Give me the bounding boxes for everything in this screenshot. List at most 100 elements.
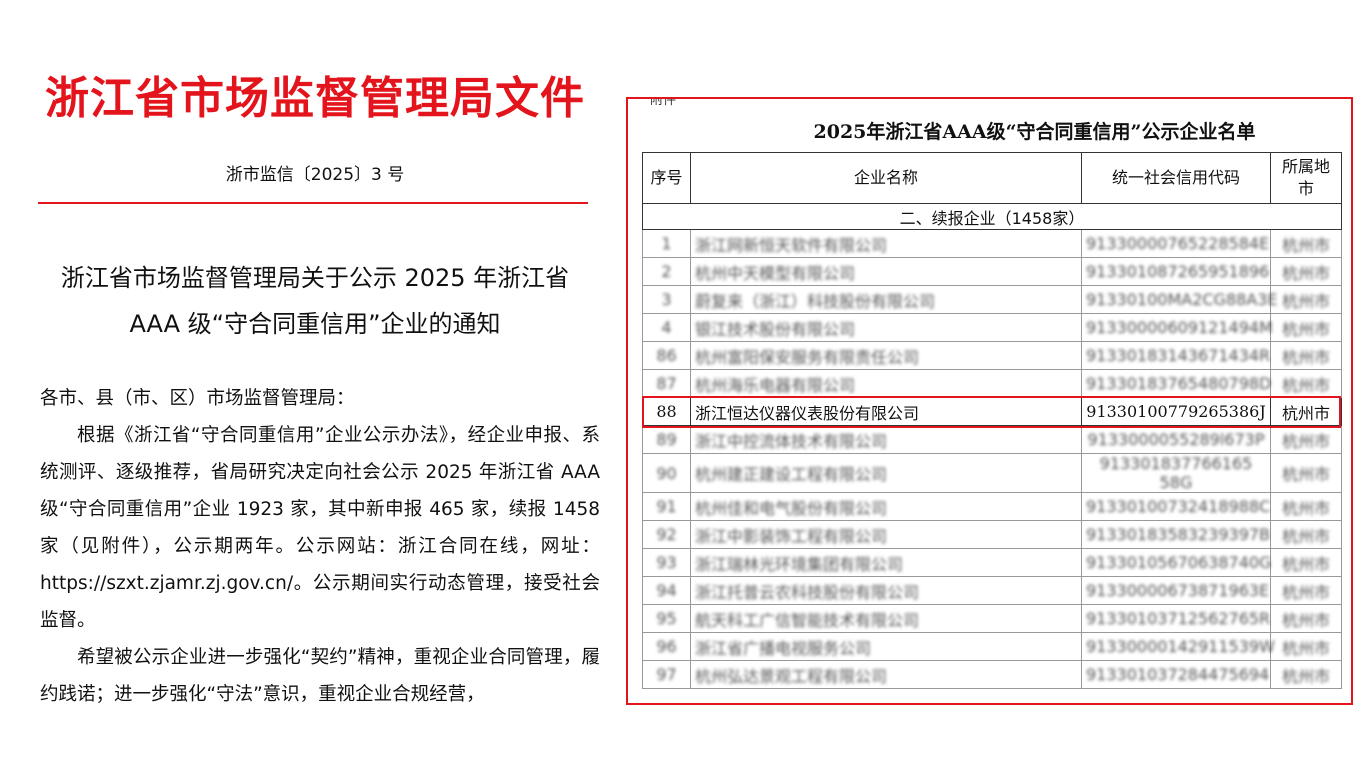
- credit-code-cell: 91330100779265386J: [1081, 397, 1271, 426]
- row-number: 96: [656, 637, 677, 656]
- table-row: 4 银江技术股份有限公司 91330000609121494M 杭州市: [642, 313, 1342, 342]
- row-number: 4: [661, 318, 672, 337]
- credit-code-cell: 913301837766165 58G: [1081, 453, 1271, 493]
- row-number-cell: 93: [642, 548, 691, 577]
- company-name-cell: 浙江恒达仪器仪表股份有限公司: [690, 397, 1082, 426]
- row-number-cell: 94: [642, 576, 691, 605]
- city-cell: 杭州市: [1270, 369, 1342, 398]
- company-name: 杭州海乐电器有限公司: [695, 375, 856, 395]
- table-row: 1 浙江网新恒天软件有限公司 91330000765228584E 杭州市: [642, 229, 1342, 258]
- city-cell: 杭州市: [1270, 632, 1342, 661]
- row-number: 93: [656, 553, 677, 572]
- city-cell: 杭州市: [1270, 520, 1342, 549]
- credit-code: 91330000673871963E: [1086, 581, 1270, 600]
- company-name-cell: 浙江中控流体技术有限公司: [690, 425, 1082, 454]
- row-number: 2: [661, 262, 672, 281]
- city: 杭州市: [1281, 610, 1330, 630]
- company-name: 浙江网新恒天软件有限公司: [695, 235, 888, 255]
- notice-body: 各市、县（市、区）市场监督管理局： 根据《浙江省“守合同重信用”企业公示办法》，…: [40, 380, 600, 713]
- attachment-label: 附件: [650, 97, 677, 108]
- row-number: 89: [656, 430, 677, 449]
- table-row: 92 浙江中影装饰工程有限公司 91330183583239397B 杭州市: [642, 520, 1342, 549]
- credit-code-cell: 913301087265951896: [1081, 257, 1271, 286]
- document-number: 浙市监信〔2025〕3 号: [225, 165, 405, 185]
- city-cell: 杭州市: [1270, 341, 1342, 370]
- credit-code-cell: 91330183583239397B: [1081, 520, 1271, 549]
- city: 杭州市: [1281, 526, 1330, 546]
- row-number-cell: 2: [642, 257, 691, 286]
- credit-code: 913301087265951896: [1086, 262, 1270, 281]
- city: 杭州市: [1281, 638, 1330, 658]
- city: 杭州市: [1281, 403, 1330, 423]
- table-header-row: 序号 企业名称 统一社会信用代码 所属地市: [642, 152, 1342, 204]
- company-name-cell: 银江技术股份有限公司: [690, 313, 1082, 342]
- city-cell: 杭州市: [1270, 453, 1342, 493]
- company-name: 杭州建正建设工程有限公司: [695, 465, 888, 484]
- company-name-cell: 杭州富阳保安服务有限责任公司: [690, 341, 1082, 370]
- row-number: 90: [656, 463, 677, 483]
- credit-code-cell: 91330103712562765R: [1081, 604, 1271, 633]
- city-cell: 杭州市: [1270, 604, 1342, 633]
- company-name-cell: 浙江省广播电视服务公司: [690, 632, 1082, 661]
- company-name-cell: 浙江瑞林光环境集团有限公司: [690, 548, 1082, 577]
- city: 杭州市: [1281, 375, 1330, 395]
- body-paragraph-2: 希望被公示企业进一步强化“契约”精神，重视企业合同管理，履约践诺；进一步强化“守…: [40, 647, 600, 705]
- document-letterhead-title: 浙江省市场监督管理局文件: [45, 73, 585, 124]
- enterprise-table: 序号 企业名称 统一社会信用代码 所属地市 二、续报企业（1458家） 1 浙江网…: [642, 152, 1342, 689]
- city-cell: 杭州市: [1270, 576, 1342, 605]
- credit-code: 91330183765480798D: [1086, 374, 1272, 393]
- company-name: 浙江恒达仪器仪表股份有限公司: [695, 403, 920, 423]
- row-number-cell: 4: [642, 313, 691, 342]
- company-name-cell: 杭州佳和电气股份有限公司: [690, 492, 1082, 521]
- company-name: 杭州弘达景观工程有限公司: [695, 666, 888, 686]
- row-number-cell: 95: [642, 604, 691, 633]
- city: 杭州市: [1281, 582, 1330, 602]
- red-divider: [38, 202, 588, 204]
- credit-code: 91330000765228584E: [1086, 234, 1270, 253]
- row-number: 94: [656, 581, 677, 600]
- company-name-cell: 航天科工广信智能技术有限公司: [690, 604, 1082, 633]
- company-name: 银江技术股份有限公司: [695, 319, 856, 339]
- city-cell: 杭州市: [1270, 548, 1342, 577]
- list-title: 2025年浙江省AAA级“守合同重信用”公示企业名单: [813, 121, 1256, 143]
- credit-code: 91330183143671434R: [1086, 346, 1271, 365]
- row-number-cell: 91: [642, 492, 691, 521]
- credit-code-cell: 91330000142911539W: [1081, 632, 1275, 661]
- row-number-cell: 89: [642, 425, 691, 454]
- company-name: 杭州佳和电气股份有限公司: [695, 498, 888, 518]
- row-number-cell: 90: [642, 453, 691, 493]
- row-number-cell: 92: [642, 520, 691, 549]
- company-name: 浙江托普云农科技股份有限公司: [695, 582, 920, 602]
- table-row: 3 蔚复来（浙江）科技股份有限公司 91330100MA2CG88A3E 杭州市: [642, 285, 1342, 314]
- company-name-cell: 浙江中影装饰工程有限公司: [690, 520, 1082, 549]
- city-cell: 杭州市: [1270, 660, 1342, 689]
- credit-code-cell: 9133000055289l673P: [1081, 425, 1271, 454]
- city: 杭州市: [1281, 235, 1330, 255]
- credit-code-cell: 913301037284475694: [1081, 660, 1271, 689]
- row-number: 87: [656, 374, 677, 393]
- credit-code-cell: 91330000673871963E: [1081, 576, 1271, 605]
- city: 杭州市: [1281, 498, 1330, 518]
- company-name: 航天科工广信智能技术有限公司: [695, 610, 920, 630]
- row-number: 88: [656, 402, 677, 421]
- row-number: 95: [656, 609, 677, 628]
- company-name: 杭州中天模型有限公司: [695, 263, 856, 283]
- credit-code: 91330105670638740G: [1086, 553, 1272, 572]
- addressee: 各市、县（市、区）市场监督管理局：: [40, 388, 355, 409]
- credit-code-cell: 91330100732418988C: [1081, 492, 1271, 521]
- table-row: 97 杭州弘达景观工程有限公司 913301037284475694 杭州市: [642, 660, 1342, 689]
- credit-code: 913301037284475694: [1086, 665, 1270, 684]
- credit-code-cell: 91330000609121494M: [1081, 313, 1273, 342]
- header-city: 所属地市: [1270, 152, 1342, 204]
- row-number: 97: [656, 665, 677, 684]
- table-row: 96 浙江省广播电视服务公司 91330000142911539W 杭州市: [642, 632, 1342, 661]
- header-code: 统一社会信用代码: [1081, 152, 1271, 204]
- city-cell: 杭州市: [1270, 313, 1342, 342]
- city-cell: 杭州市: [1270, 425, 1342, 454]
- row-number-cell: 96: [642, 632, 691, 661]
- credit-code-cell: 91330100MA2CG88A3E: [1081, 285, 1278, 314]
- header-name: 企业名称: [690, 152, 1082, 204]
- city: 杭州市: [1281, 347, 1330, 367]
- body-paragraph-1: 根据《浙江省“守合同重信用”企业公示办法》，经企业申报、系统测评、逐级推荐，省局…: [40, 425, 600, 631]
- city: 杭州市: [1281, 431, 1330, 451]
